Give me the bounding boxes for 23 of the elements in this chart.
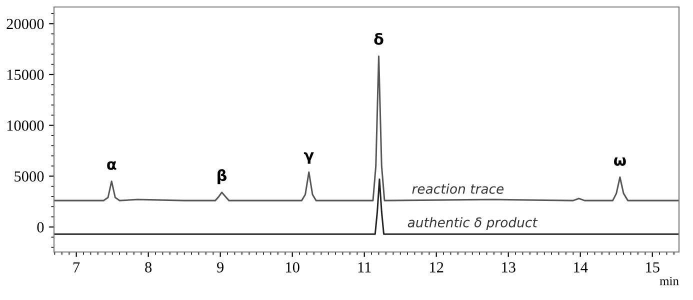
x-tick-label: 12 xyxy=(430,262,444,272)
x-tick-label: 11 xyxy=(358,262,371,272)
annotation: ω xyxy=(614,157,626,166)
x-tick-label: 9 xyxy=(217,262,224,272)
y-tick-label: 15000 xyxy=(7,70,44,80)
annotation: authentic δ product xyxy=(408,217,538,230)
annotation: β xyxy=(218,169,227,184)
x-tick-label: 15 xyxy=(646,262,660,272)
x-tick-label: 10 xyxy=(286,262,300,272)
y-tick-label: 20000 xyxy=(6,18,44,30)
x-tick-label: 13 xyxy=(502,262,516,272)
annotation: γ xyxy=(304,152,314,164)
annotation: α xyxy=(107,161,116,170)
x-tick-label: 8 xyxy=(145,262,152,272)
x-axis-title: min xyxy=(660,276,679,286)
line-series xyxy=(54,55,679,202)
y-tick-label: 5000 xyxy=(14,171,44,182)
x-tick-label: 14 xyxy=(574,262,588,272)
y-tick-label: 0 xyxy=(37,222,44,232)
y-tick-label: 10000 xyxy=(7,120,44,131)
annotation: δ xyxy=(374,32,384,45)
annotation: reaction trace xyxy=(412,184,504,194)
x-tick-label: 7 xyxy=(74,262,80,272)
